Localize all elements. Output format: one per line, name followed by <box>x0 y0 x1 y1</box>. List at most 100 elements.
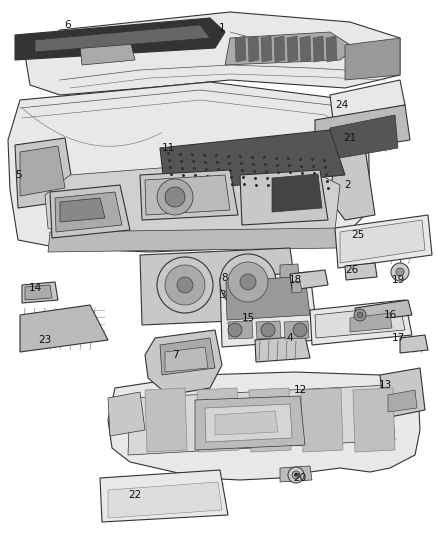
Polygon shape <box>145 175 230 215</box>
Polygon shape <box>108 392 145 436</box>
Polygon shape <box>108 372 420 480</box>
Circle shape <box>292 471 300 479</box>
Polygon shape <box>215 411 278 435</box>
Polygon shape <box>60 198 105 222</box>
Text: 13: 13 <box>378 380 392 390</box>
Polygon shape <box>313 36 324 62</box>
Polygon shape <box>160 338 215 375</box>
Polygon shape <box>145 388 187 452</box>
Polygon shape <box>50 185 130 238</box>
Polygon shape <box>15 18 225 60</box>
Polygon shape <box>272 174 322 212</box>
Text: 19: 19 <box>392 275 405 285</box>
Polygon shape <box>380 368 425 418</box>
Polygon shape <box>128 385 395 455</box>
Circle shape <box>240 274 256 290</box>
Polygon shape <box>205 404 292 442</box>
Text: 2: 2 <box>345 180 351 190</box>
Polygon shape <box>256 321 281 339</box>
Text: 12: 12 <box>293 385 307 395</box>
Circle shape <box>391 263 409 281</box>
Polygon shape <box>335 215 432 268</box>
Polygon shape <box>353 388 395 452</box>
Text: 24: 24 <box>336 100 349 110</box>
Text: 1: 1 <box>219 23 225 33</box>
Polygon shape <box>292 281 302 293</box>
Polygon shape <box>25 12 400 95</box>
Polygon shape <box>280 264 300 297</box>
Polygon shape <box>350 313 392 332</box>
Polygon shape <box>220 272 318 347</box>
Circle shape <box>228 262 268 302</box>
Circle shape <box>261 323 275 337</box>
Polygon shape <box>388 390 417 412</box>
Polygon shape <box>235 36 246 62</box>
Text: 7: 7 <box>172 350 178 360</box>
Text: 4: 4 <box>287 333 293 343</box>
Polygon shape <box>226 276 310 320</box>
Text: 16: 16 <box>383 310 397 320</box>
Text: 15: 15 <box>241 313 254 323</box>
Polygon shape <box>330 148 375 220</box>
Text: 22: 22 <box>128 490 141 500</box>
Polygon shape <box>345 38 400 80</box>
Polygon shape <box>140 248 300 325</box>
Polygon shape <box>310 300 412 345</box>
Polygon shape <box>330 80 405 120</box>
Polygon shape <box>300 36 311 62</box>
Polygon shape <box>20 146 65 196</box>
Polygon shape <box>400 335 428 353</box>
Polygon shape <box>315 105 410 155</box>
Polygon shape <box>274 36 285 62</box>
Polygon shape <box>145 330 222 395</box>
Polygon shape <box>140 170 238 220</box>
Polygon shape <box>25 285 52 300</box>
Polygon shape <box>284 321 309 339</box>
Circle shape <box>354 309 366 321</box>
Polygon shape <box>55 192 122 232</box>
Polygon shape <box>160 130 345 192</box>
Text: 18: 18 <box>288 275 302 285</box>
Polygon shape <box>35 25 210 52</box>
Text: 6: 6 <box>65 20 71 30</box>
Polygon shape <box>287 36 298 62</box>
Polygon shape <box>22 282 58 303</box>
Polygon shape <box>326 36 337 62</box>
Polygon shape <box>15 138 75 208</box>
Text: 5: 5 <box>15 170 21 180</box>
Text: 14: 14 <box>28 283 42 293</box>
Text: 20: 20 <box>293 473 307 483</box>
Circle shape <box>293 323 307 337</box>
Text: 25: 25 <box>351 230 364 240</box>
Polygon shape <box>355 300 412 322</box>
Polygon shape <box>165 347 208 372</box>
Polygon shape <box>280 466 312 482</box>
Polygon shape <box>48 228 340 252</box>
Circle shape <box>220 254 276 310</box>
Polygon shape <box>345 263 377 280</box>
Circle shape <box>294 473 297 477</box>
Circle shape <box>288 467 304 483</box>
Polygon shape <box>340 220 425 263</box>
Circle shape <box>165 265 205 305</box>
Polygon shape <box>228 321 253 339</box>
Circle shape <box>177 277 193 293</box>
Circle shape <box>228 323 242 337</box>
Circle shape <box>165 187 185 207</box>
Polygon shape <box>80 40 135 65</box>
Polygon shape <box>225 32 355 65</box>
Polygon shape <box>45 165 340 242</box>
Polygon shape <box>301 388 343 452</box>
Polygon shape <box>328 115 398 160</box>
Text: 3: 3 <box>219 290 225 300</box>
Polygon shape <box>195 396 305 450</box>
Polygon shape <box>290 270 328 290</box>
Polygon shape <box>108 482 222 518</box>
Text: 23: 23 <box>39 335 52 345</box>
Text: 17: 17 <box>392 333 405 343</box>
Polygon shape <box>261 36 272 62</box>
Polygon shape <box>255 336 310 362</box>
Polygon shape <box>100 470 228 522</box>
Text: 8: 8 <box>222 273 228 283</box>
Polygon shape <box>8 82 370 252</box>
